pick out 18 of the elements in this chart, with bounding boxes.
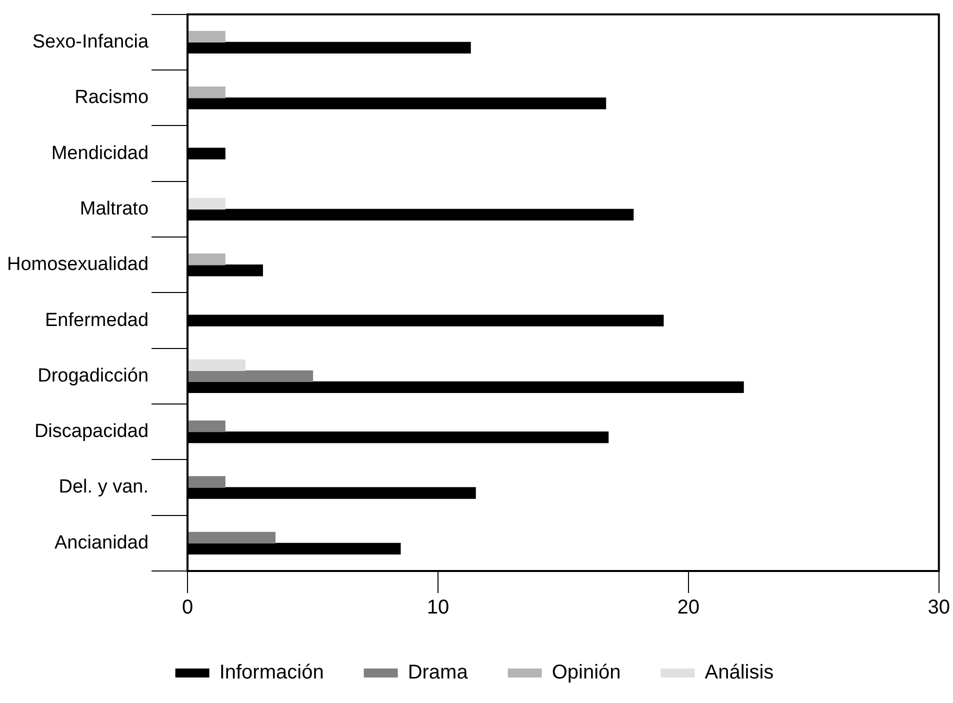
legend-label: Drama	[408, 662, 469, 684]
y-tick-label: Sexo-Infancia	[32, 31, 149, 52]
legend-label: Análisis	[704, 662, 774, 684]
y-tick-label: Enfermedad	[45, 310, 149, 331]
y-tick-label: Del. y van.	[58, 476, 149, 498]
y-tick-label: Discapacidad	[34, 421, 149, 442]
x-tick-label: 10	[426, 596, 450, 619]
x-tick-label: 30	[928, 596, 950, 619]
legend-label: Opinión	[552, 662, 621, 684]
legend-label: Información	[219, 662, 324, 684]
y-tick-label: Ancianidad	[54, 532, 149, 554]
y-tick-label: Homosexualidad	[6, 254, 149, 276]
x-tick-label: 0	[182, 596, 194, 619]
y-tick-label: Racismo	[74, 87, 149, 108]
y-tick-label: Drogadicción	[38, 365, 149, 386]
x-tick-label: 20	[677, 596, 700, 619]
y-tick-label: Maltrato	[80, 198, 149, 220]
y-tick-label: Mendicidad	[51, 142, 149, 164]
